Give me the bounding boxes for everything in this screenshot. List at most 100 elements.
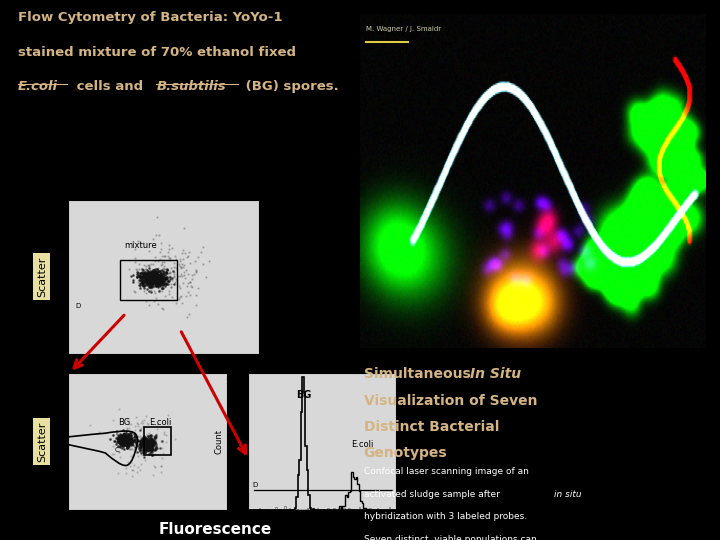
Point xyxy=(141,280,153,288)
Point xyxy=(148,434,160,442)
Point xyxy=(151,273,163,282)
Point xyxy=(156,284,168,292)
Point xyxy=(153,267,164,275)
Point xyxy=(114,448,125,457)
Point xyxy=(193,284,204,293)
Point xyxy=(118,440,130,449)
Point xyxy=(115,437,127,445)
Point xyxy=(150,433,161,441)
Point xyxy=(139,280,150,289)
Point xyxy=(142,443,153,451)
Point xyxy=(143,429,155,437)
Point xyxy=(133,271,145,280)
Point xyxy=(107,415,119,424)
Point xyxy=(130,413,142,421)
Point xyxy=(154,271,166,280)
Point xyxy=(141,271,153,280)
Point xyxy=(171,296,183,305)
Point xyxy=(135,440,146,449)
Point xyxy=(149,446,161,455)
Point xyxy=(120,437,132,445)
Point xyxy=(171,279,183,288)
Point xyxy=(141,435,153,443)
Point xyxy=(137,239,148,247)
Point xyxy=(150,275,161,284)
Point xyxy=(190,300,202,309)
Point xyxy=(144,271,156,280)
Point xyxy=(153,267,165,275)
Point xyxy=(136,416,148,425)
Point xyxy=(161,274,173,282)
Point xyxy=(153,277,164,286)
Point xyxy=(120,439,132,448)
Point xyxy=(145,279,156,287)
Point xyxy=(123,441,135,449)
Point xyxy=(114,440,126,449)
Point xyxy=(163,245,175,253)
Point xyxy=(153,271,164,279)
Point xyxy=(139,435,150,444)
Point xyxy=(149,275,161,284)
Point xyxy=(150,269,161,278)
Point xyxy=(114,440,126,448)
Point xyxy=(146,268,158,276)
Point xyxy=(112,437,124,445)
Point xyxy=(150,269,162,278)
Point xyxy=(121,435,132,443)
Point xyxy=(116,433,127,441)
Point xyxy=(118,437,130,445)
Point xyxy=(143,440,155,448)
Point xyxy=(156,252,168,260)
Point xyxy=(138,441,149,450)
Point xyxy=(156,245,167,253)
Point xyxy=(163,273,175,281)
Point xyxy=(160,431,171,440)
Point xyxy=(119,433,130,441)
Point xyxy=(163,241,175,249)
Point xyxy=(118,440,130,449)
Point xyxy=(148,276,160,285)
Point xyxy=(124,265,135,274)
Point xyxy=(142,280,153,288)
Point xyxy=(116,437,127,445)
Point xyxy=(126,432,138,441)
Point xyxy=(143,275,155,284)
Point xyxy=(143,287,155,295)
Text: D: D xyxy=(253,482,258,488)
Point xyxy=(138,278,149,287)
Point xyxy=(125,437,137,446)
Text: activated sludge sample after: activated sludge sample after xyxy=(364,490,503,499)
Point xyxy=(119,433,130,442)
Point xyxy=(142,272,153,280)
Point xyxy=(152,274,163,283)
Point xyxy=(135,276,146,285)
Point xyxy=(148,269,159,278)
Point xyxy=(125,445,136,454)
Point xyxy=(151,424,163,433)
Point xyxy=(147,266,158,275)
Point xyxy=(145,279,157,287)
Point xyxy=(122,442,133,450)
Point xyxy=(135,268,146,277)
Text: C: C xyxy=(115,447,120,453)
Point xyxy=(117,444,128,453)
Point xyxy=(141,443,153,451)
Point xyxy=(151,278,163,286)
Point xyxy=(163,287,175,295)
Point xyxy=(135,440,147,449)
Point xyxy=(121,427,132,436)
Point xyxy=(151,280,163,289)
Point xyxy=(168,272,180,280)
Point xyxy=(140,436,151,444)
Point xyxy=(165,279,176,288)
Point xyxy=(117,433,129,442)
Point xyxy=(127,451,138,460)
Point xyxy=(148,269,160,278)
Text: Seven distinct, viable populations can: Seven distinct, viable populations can xyxy=(364,535,536,540)
Point xyxy=(150,279,162,287)
Point xyxy=(138,276,150,285)
Point xyxy=(139,273,150,281)
Point xyxy=(146,450,158,459)
Point xyxy=(150,274,162,282)
Point xyxy=(156,268,167,276)
